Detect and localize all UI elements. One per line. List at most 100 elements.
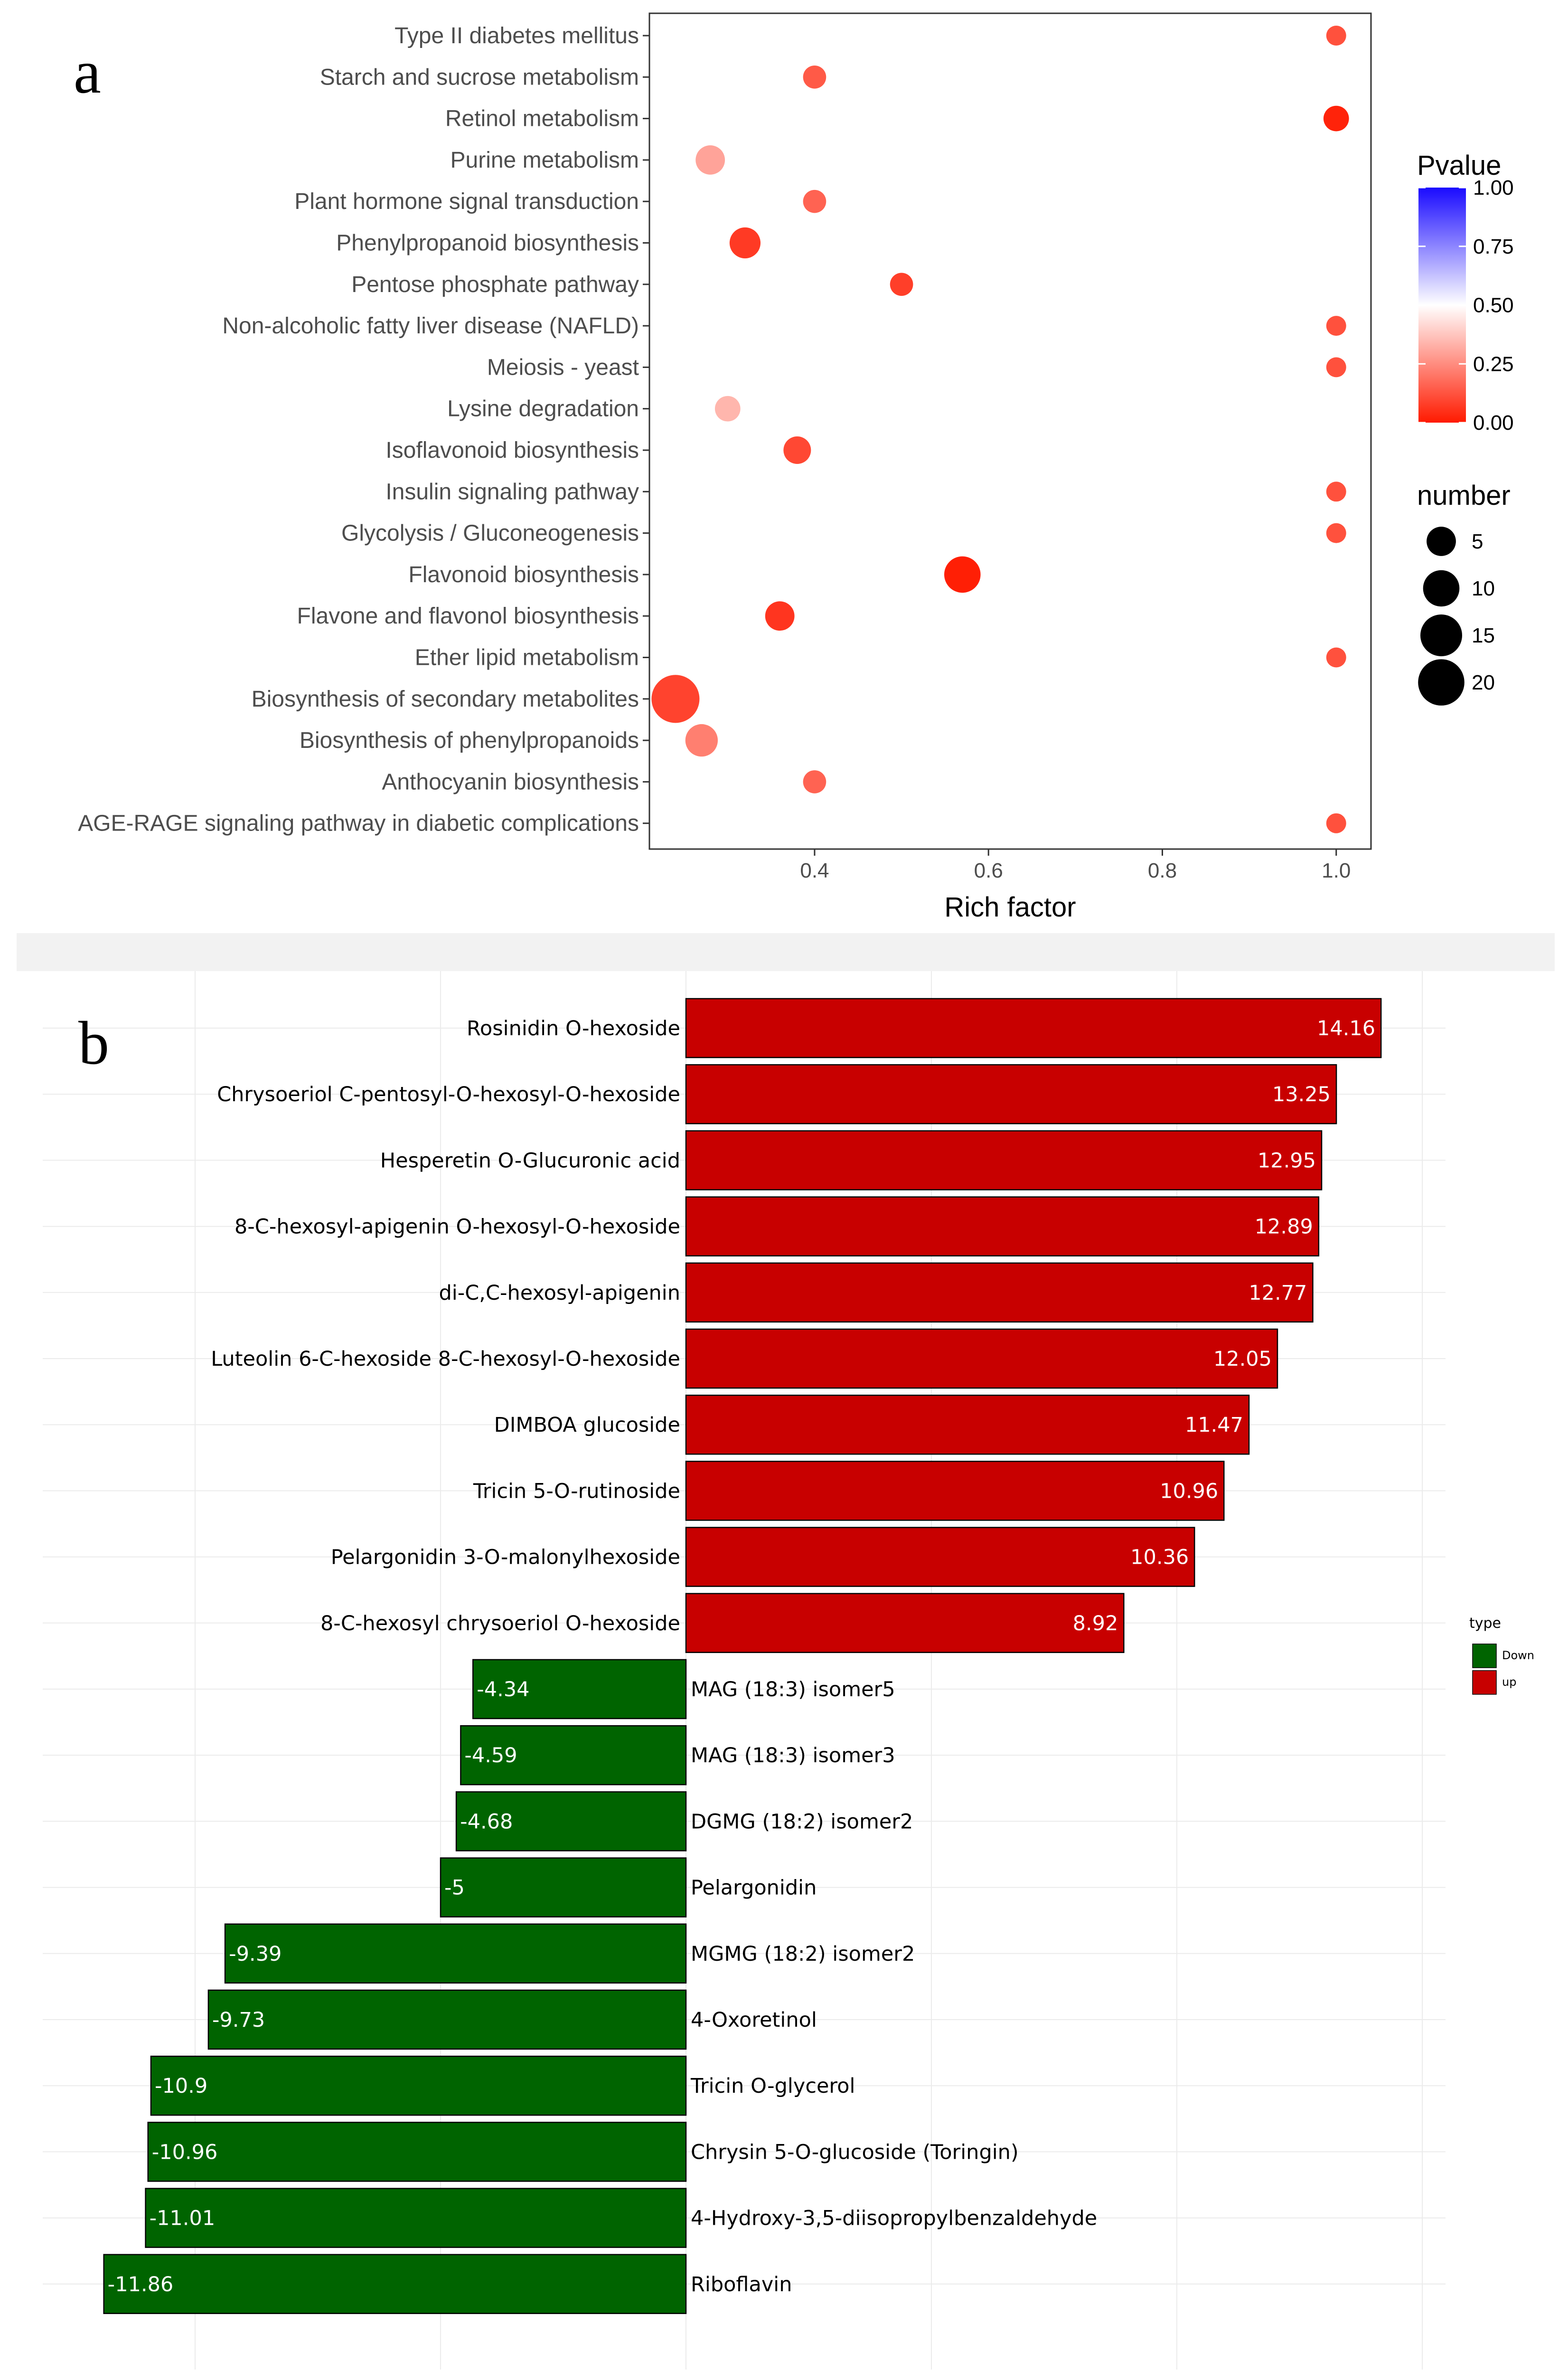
panel-b-category-label: Luteolin 6-C-hexoside 8-C-hexosyl-O-hexo… [211, 1347, 680, 1371]
panel-a-point [1326, 647, 1346, 668]
panel-a-point [1326, 26, 1346, 46]
panel-b-value-label: -5 [444, 1876, 465, 1900]
panel-b-value-label: -4.34 [477, 1678, 529, 1701]
panel-a-point [729, 227, 761, 259]
type-legend-label: up [1502, 1675, 1516, 1689]
type-legend-title: type [1469, 1615, 1501, 1632]
pvalue-legend-title: Pvalue [1417, 150, 1501, 181]
number-legend-keys: 5 10 15 20 [1418, 527, 1495, 706]
panel-b-value-label: 10.96 [1160, 1479, 1218, 1503]
panel-b-value-labels: 14.16 13.25 12.95 12.89 12.77 12.05 11.47 10.96… [108, 1017, 1375, 2296]
number-legend-key [1420, 614, 1462, 656]
colorbar-tick-label: 1.00 [1473, 176, 1514, 199]
pvalue-colorbar-ticks: 1.00 0.75 0.50 0.25 0.00 [1418, 176, 1514, 435]
panel-a-letter: a [74, 38, 101, 106]
panel-b-bar [685, 1130, 1323, 1190]
panel-a-point [1326, 813, 1346, 833]
panel-b-category-label: MGMG (18:2) isomer2 [691, 1942, 915, 1966]
panel-b-bar [103, 2254, 687, 2314]
panel-b-value-label: -9.73 [212, 2008, 265, 2032]
number-legend-label: 15 [1472, 624, 1495, 647]
panel-b-category-labels: Rosinidin O-hexoside Chrysoeriol C-pentos… [211, 1017, 1097, 2296]
panel-a-x-ticks: 0.4 0.6 0.8 1.0 [800, 849, 1351, 882]
number-legend-label: 20 [1472, 671, 1495, 694]
panel-a-point [944, 556, 981, 593]
panel-a-number-legend: number 5 10 15 20 [1417, 480, 1511, 706]
panel-a-point [803, 65, 826, 89]
panel-b-bar [685, 1593, 1125, 1653]
panel-a-pvalue-legend: Pvalue 1.00 0.75 0.50 0.25 0.00 [1417, 150, 1514, 435]
number-legend-key [1423, 570, 1460, 607]
panel-a-point [803, 189, 826, 213]
panel-a-category-labels: Type II diabetes mellitus Starch and sucr… [78, 23, 639, 836]
colorbar-tick-label: 0.00 [1473, 411, 1514, 435]
panel-b-bar [685, 1394, 1250, 1455]
panel-b-value-label: 12.05 [1213, 1347, 1272, 1371]
panel-a-point [1326, 357, 1346, 378]
colorbar-tick-label: 0.75 [1473, 235, 1514, 258]
type-legend-swatch [1472, 1670, 1497, 1695]
number-legend-key [1418, 659, 1465, 706]
number-legend-label: 5 [1472, 530, 1483, 553]
panel-a-x-tick-label: 0.6 [974, 859, 1003, 882]
panel-b-bar [207, 1989, 687, 2050]
panel-b-category-label: Hesperetin O-Glucuronic acid [380, 1149, 680, 1172]
type-legend-swatch [1472, 1644, 1497, 1668]
panel-a-x-tick-label: 0.4 [800, 859, 829, 882]
panel-b-bar [440, 1857, 687, 1918]
panel-separator [17, 933, 1555, 971]
number-legend-label: 10 [1472, 577, 1495, 600]
panel-a-point [1326, 523, 1346, 543]
panel-a-point [1323, 105, 1349, 132]
panel-b-bar [147, 2122, 687, 2182]
panel-a-bubble-chart: a Type II diabetes mellitus Starch and su… [74, 12, 1514, 923]
panel-a-category-label: Purine metabolism [451, 148, 639, 173]
panel-a-category-label: Flavonoid biosynthesis [408, 562, 639, 587]
panel-b-bar [685, 998, 1382, 1058]
number-legend-title: number [1417, 480, 1511, 511]
panel-b-category-label: 8-C-hexosyl-apigenin O-hexosyl-O-hexosid… [235, 1215, 680, 1239]
panel-b-bar [460, 1725, 687, 1785]
panel-a-category-label: Pentose phosphate pathway [351, 272, 639, 297]
panel-b-category-label: MAG (18:3) isomer3 [691, 1744, 895, 1767]
panel-b-bar [685, 1328, 1278, 1389]
panel-a-category-label: Type II diabetes mellitus [394, 23, 639, 48]
panel-b-category-label: Pelargonidin [691, 1876, 817, 1900]
panel-a-point [803, 770, 826, 793]
panel-a-point [695, 145, 725, 175]
panel-a-point [765, 601, 795, 631]
panel-a-category-label: Phenylpropanoid biosynthesis [336, 231, 639, 256]
panel-b-letter: b [78, 1009, 109, 1077]
panel-a-plot-border [648, 12, 1372, 850]
panel-b-category-label: Tricin 5-O-rutinoside [473, 1479, 680, 1503]
panel-a-category-label: Meiosis - yeast [487, 355, 639, 380]
panel-b-category-label: DIMBOA glucoside [494, 1413, 680, 1437]
panel-b-value-label: -9.39 [229, 1942, 282, 1966]
panel-b-category-label: 4-Hydroxy-3,5-diisopropylbenzaldehyde [691, 2207, 1097, 2230]
panel-a-point [783, 436, 811, 464]
panel-a-x-tick-label: 1.0 [1322, 859, 1351, 882]
panel-a-category-label: AGE-RAGE signaling pathway in diabetic c… [78, 811, 639, 836]
panel-a-point [1326, 482, 1346, 502]
panel-a-x-axis-title: Rich factor [944, 892, 1076, 923]
panel-a-point [714, 396, 741, 422]
panel-b-value-label: -11.86 [108, 2273, 174, 2296]
panel-a-point [685, 724, 718, 757]
panel-b-type-legend: type Down up [1469, 1615, 1534, 1695]
panel-b-value-label: -11.01 [150, 2207, 216, 2230]
number-legend-key [1427, 527, 1456, 556]
colorbar-tick-label: 0.50 [1473, 294, 1514, 317]
panel-b-bar [685, 1064, 1337, 1124]
panel-a-y-tick-marks [643, 35, 649, 824]
panel-a-points [651, 26, 1349, 833]
panel-b-bar [224, 1923, 687, 1984]
panel-b-category-label: Riboflavin [691, 2273, 792, 2296]
panel-b-bar [685, 1196, 1320, 1256]
panel-b-value-label: 12.95 [1258, 1149, 1316, 1172]
panel-b-bar [150, 2055, 687, 2116]
panel-b-category-label: di-C,C-hexosyl-apigenin [439, 1281, 680, 1305]
panel-a-category-label: Starch and sucrose metabolism [320, 65, 639, 90]
panel-a-category-label: Biosynthesis of secondary metabolites [252, 687, 639, 712]
panel-a-category-label: Plant hormone signal transduction [294, 189, 639, 214]
panel-b-bar [145, 2188, 687, 2248]
